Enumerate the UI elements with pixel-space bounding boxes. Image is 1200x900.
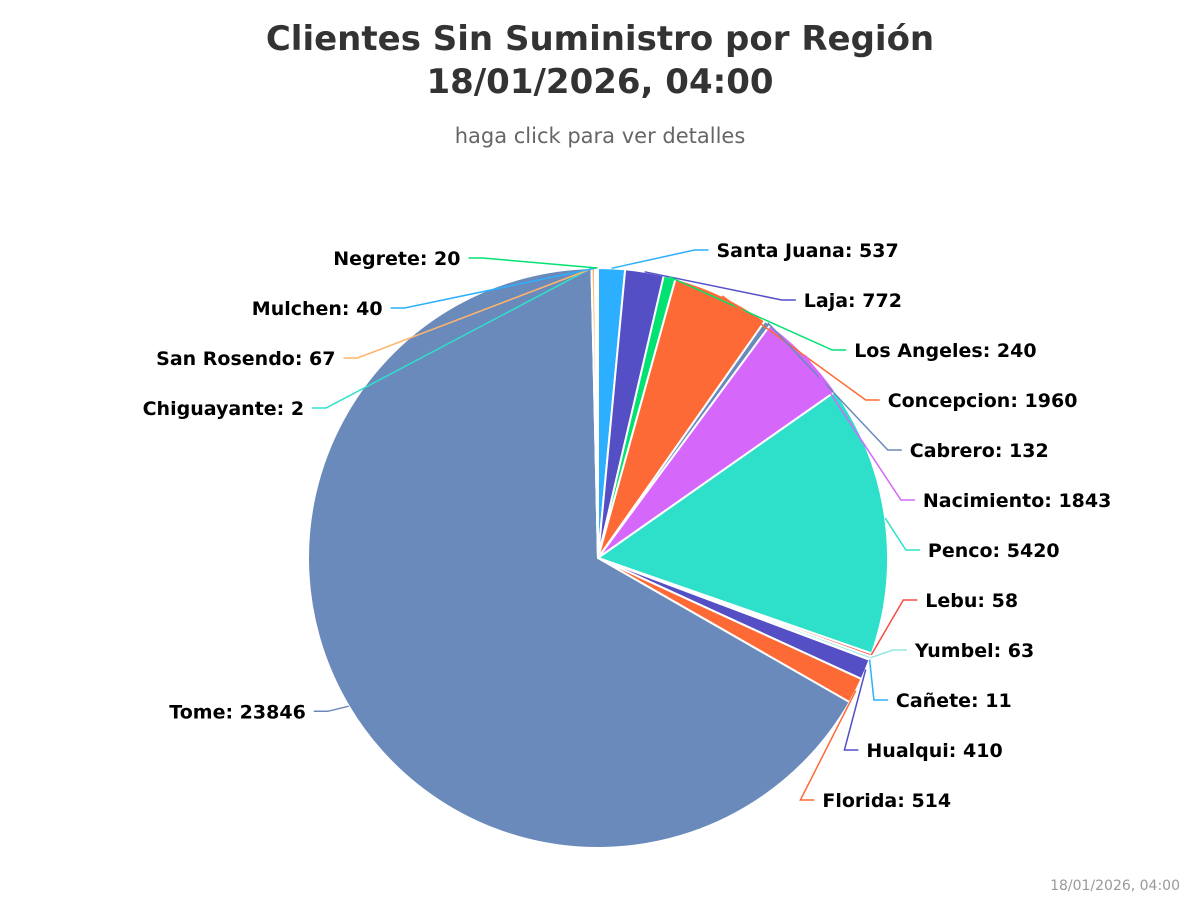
chart-subtitle: haga click para ver detalles <box>455 124 746 148</box>
data-label-negrete: Negrete: 20 <box>333 248 460 270</box>
connector-santa-juana <box>611 249 709 270</box>
data-label-hualqui: Hualqui: 410 <box>866 740 1002 762</box>
connector-san-rosendo <box>343 267 594 359</box>
chart-credit: 18/01/2026, 04:00 <box>1050 878 1180 894</box>
connector-florida <box>799 690 857 801</box>
data-label-chiguayante: Chiguayante: 2 <box>143 398 304 420</box>
pie-slice-negrete[interactable] <box>595 266 599 559</box>
connector-concepcion <box>721 295 880 401</box>
data-label-cabrero: Cabrero: 132 <box>910 440 1049 462</box>
data-label-lebu: Lebu: 58 <box>925 590 1018 612</box>
data-label-canete: Cañete: 11 <box>896 690 1012 712</box>
data-label-concepcion: Concepcion: 1960 <box>888 390 1078 412</box>
data-label-connectors <box>312 249 920 801</box>
connector-laja <box>644 271 796 301</box>
connector-penco <box>884 517 920 551</box>
connector-chiguayante <box>312 267 592 409</box>
data-label-mulchen: Mulchen: 40 <box>252 298 383 320</box>
connector-hualqui <box>843 669 867 751</box>
pie-slices <box>307 266 890 849</box>
connector-tome <box>313 705 349 713</box>
connector-negrete <box>468 257 598 269</box>
data-label-florida: Florida: 514 <box>822 790 951 812</box>
data-label-penco: Penco: 5420 <box>928 540 1060 562</box>
connector-cabrero <box>767 322 902 451</box>
connector-lebu <box>870 599 918 656</box>
data-labels: Santa Juana: 537 Laja: 772 Los Angeles: 24… <box>143 240 1112 812</box>
data-label-santa-juana: Santa Juana: 537 <box>717 240 899 262</box>
chart-title-line1: Clientes Sin Suministro por Región <box>266 19 934 59</box>
data-label-los-angeles: Los Angeles: 240 <box>854 340 1036 362</box>
pie-slice-tome[interactable] <box>307 267 851 849</box>
data-label-tome: Tome: 23846 <box>169 701 306 723</box>
data-label-nacimiento: Nacimiento: 1843 <box>923 490 1111 512</box>
data-label-san-rosendo: San Rosendo: 67 <box>156 348 335 370</box>
connector-mulchen <box>390 267 597 309</box>
data-label-laja: Laja: 772 <box>804 290 902 312</box>
connector-nacimiento <box>804 355 915 501</box>
connector-yumbel <box>870 649 907 659</box>
data-label-yumbel: Yumbel: 63 <box>914 640 1034 662</box>
connector-los-angeles <box>669 276 847 351</box>
chart-title-line2: 18/01/2026, 04:00 <box>426 62 773 102</box>
connector-canete <box>868 659 888 701</box>
